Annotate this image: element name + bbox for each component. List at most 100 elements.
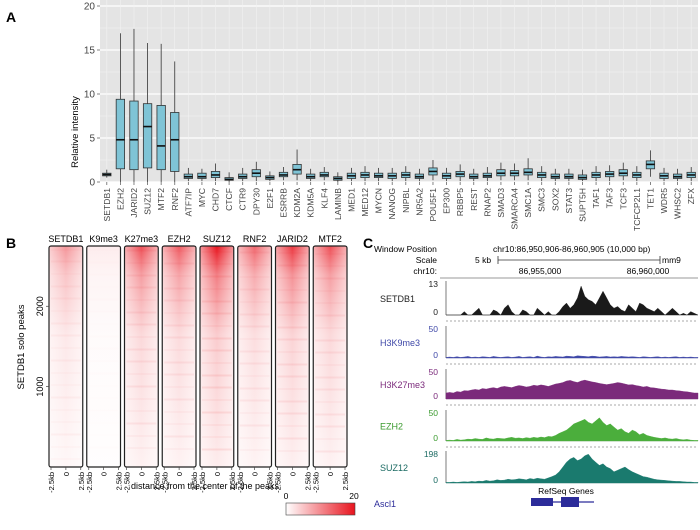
y-tick-label: 20 xyxy=(84,2,96,13)
box-wdr5 xyxy=(659,167,669,182)
x-axis-labels: SETDB1 EZH2 JARID2 SUZ12 MTF2 RNF2 ATF7IP MYC CH… xyxy=(102,182,696,231)
box-nanog xyxy=(387,167,397,182)
column-title: SUZ12 xyxy=(203,234,231,244)
gene-exon-2 xyxy=(561,497,579,507)
assembly-label: mm9 xyxy=(662,255,681,265)
gene-exon-1 xyxy=(531,498,553,506)
x-tick-label: TCF3 xyxy=(618,188,628,210)
panel-c-genome-browser: Window Position chr10:86,950,906-86,960,… xyxy=(374,244,699,509)
x-tick-label: SMARCA4 xyxy=(510,188,520,230)
window-position-label: Window Position xyxy=(374,244,437,254)
gene-group-label: RefSeq Genes xyxy=(538,486,594,496)
panel-b-heatmap: SETDB1 K9me3 K27me3 EZH2 SUZ12 RNF2 JARID2 MTF2… xyxy=(16,234,359,516)
heatmap-column-ezh2: EZH2 xyxy=(161,234,197,468)
box-sox2 xyxy=(550,168,560,182)
heatmap-center-fade xyxy=(237,246,272,467)
x-tick-label: REST xyxy=(469,187,479,211)
box-laminb xyxy=(333,172,343,182)
box-atf7ip xyxy=(183,167,193,182)
x-tick-label: KDM2A xyxy=(292,188,302,218)
heatmap-center-fade xyxy=(275,246,310,467)
track-label: SETDB1 xyxy=(380,294,415,304)
box-ep300 xyxy=(441,167,452,182)
track-signal xyxy=(445,453,699,484)
x-tick-label: TET1 xyxy=(645,188,655,209)
x-tick-label: -2.5kb xyxy=(123,472,132,493)
x-tick-label: E2F1 xyxy=(265,188,275,209)
heatmap-column-mtf2: MTF2 xyxy=(312,234,348,468)
box-iqr xyxy=(170,112,180,172)
heatmap-center-fade xyxy=(162,246,196,467)
x-tick-label: WHSC2 xyxy=(673,188,683,219)
column-title: JARID2 xyxy=(277,234,308,244)
y-tick-label: 1000 xyxy=(35,377,45,397)
box-esrrb xyxy=(278,167,289,181)
track-max-label: 50 xyxy=(429,324,439,334)
x-tick-label: ZFX xyxy=(686,188,696,204)
x-tick-label: 2.5kb xyxy=(266,472,275,490)
column-title: EZH2 xyxy=(168,234,191,244)
track-signal xyxy=(445,379,699,400)
track-label: H3K27me3 xyxy=(380,380,425,390)
box-whsc2 xyxy=(673,168,683,182)
box-nr5a2 xyxy=(414,168,424,182)
box-zfx xyxy=(686,167,696,182)
box-myc xyxy=(197,168,207,182)
boxes xyxy=(102,28,696,182)
box-jarid2 xyxy=(129,28,139,182)
x-tick-label: KDM5A xyxy=(306,188,316,218)
track-zero-label: 0 xyxy=(433,391,438,401)
x-tick-label: NANOG xyxy=(387,188,397,220)
box-tcfcp2l1 xyxy=(632,166,642,182)
x-tick-label: TAF1 xyxy=(591,188,601,209)
x-tick-label: 2.5kb xyxy=(303,472,312,490)
x-tick-label: STAT3 xyxy=(564,188,574,214)
track-suz12: SUZ12 198 0 xyxy=(380,449,699,485)
colorbar xyxy=(285,502,356,516)
track-max-label: 198 xyxy=(424,449,438,459)
x-tick-label: SMC1A xyxy=(523,188,533,218)
colorbar-max-label: 20 xyxy=(349,491,359,501)
track-label: SUZ12 xyxy=(380,463,408,473)
track-label: EZH2 xyxy=(380,422,403,432)
y-tick-label: 10 xyxy=(84,90,96,101)
x-tick-label: 0 xyxy=(100,472,109,476)
x-tick-label: RNF2 xyxy=(170,188,180,211)
box-iqr xyxy=(115,98,125,170)
x-tick-label: 0 xyxy=(288,472,297,476)
plot-background xyxy=(100,0,698,182)
x-tick-label: 0 xyxy=(62,472,71,476)
box-iqr xyxy=(129,100,139,171)
box-ctr9 xyxy=(238,167,248,182)
x-tick-label: EZH2 xyxy=(115,188,125,210)
coord-start: 86,955,000 xyxy=(519,266,562,276)
box-nipbl xyxy=(401,166,411,182)
track-signal xyxy=(445,355,699,359)
box-taf1 xyxy=(591,166,601,182)
x-tick-label: -2.5kb xyxy=(236,472,245,493)
x-tick-label: -2.5kb xyxy=(311,472,320,493)
x-tick-label: MYCN xyxy=(374,188,384,213)
x-tick-label: 2.5kb xyxy=(341,472,350,490)
x-tick-label: TAF3 xyxy=(605,188,615,209)
x-tick-label: LAMINB xyxy=(333,188,343,220)
x-tick-label: NIPBL xyxy=(401,188,411,213)
signal-tracks: SETDB1130H3K9me3500H3K27me3500EZH2500SUZ… xyxy=(380,279,699,485)
y-axis-ticks: 0 5 10 15 20 xyxy=(84,2,100,189)
heatmap-column-suz12: SUZ12 xyxy=(199,234,235,468)
x-tick-label: SETDB1 xyxy=(102,188,112,222)
column-title: MTF2 xyxy=(318,234,342,244)
track-label: H3K9me3 xyxy=(380,338,420,348)
x-tick-label: -2.5kb xyxy=(47,472,56,493)
column-title: K27me3 xyxy=(125,234,159,244)
heatmap-columns: SETDB1 K9me3 K27me3 EZH2 SUZ12 RNF2 JARID2 MTF2 xyxy=(48,234,348,468)
box-ezh2 xyxy=(115,33,125,182)
x-tick-label: MYC xyxy=(197,188,207,207)
heatmap-signal xyxy=(86,246,121,467)
x-tick-label: POU5F1 xyxy=(428,188,438,222)
x-tick-label: WDR5 xyxy=(659,188,669,214)
y-tick-label: 0 xyxy=(89,178,95,189)
track-h3k9me3: H3K9me3 50 0 xyxy=(380,324,699,365)
x-tick-label: SMAD3 xyxy=(496,188,506,218)
